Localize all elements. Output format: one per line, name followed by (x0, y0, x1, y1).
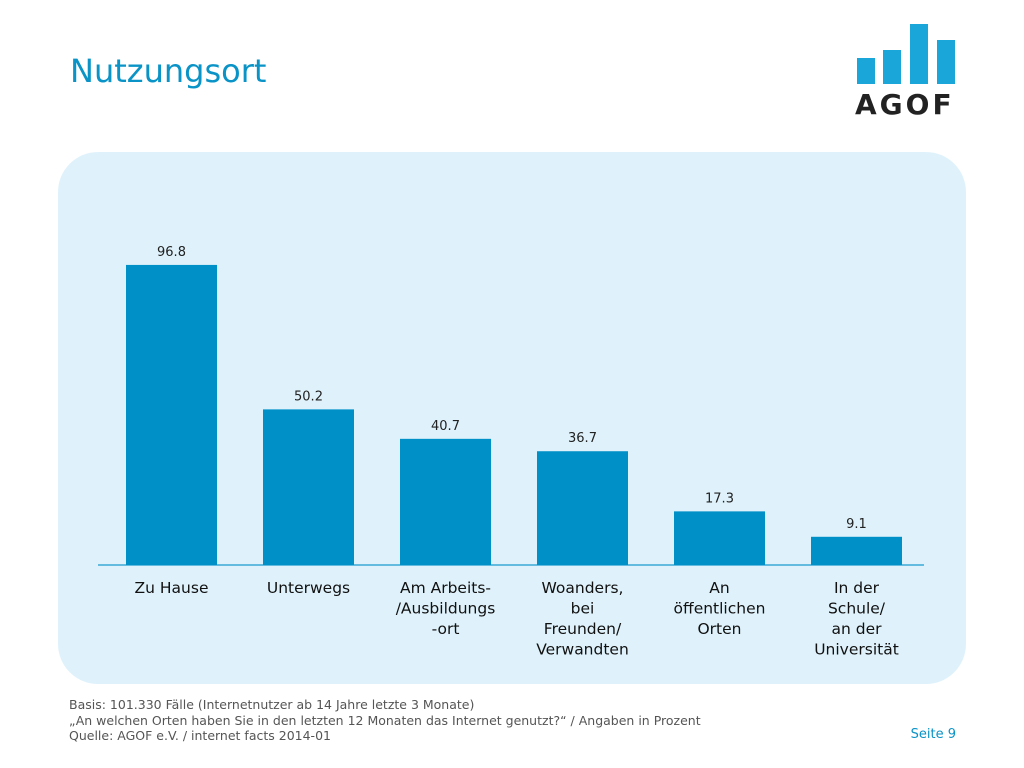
category-label-3: Woanders, bei Freunden/Verwandten (536, 579, 629, 659)
category-label-line: -ort (432, 620, 460, 638)
category-label-line: Woanders, (542, 579, 624, 597)
data-label-0: 96.8 (157, 245, 186, 260)
logo-bar-3 (910, 24, 928, 84)
category-label-line: an der (832, 620, 883, 638)
category-label-line: Schule/ (828, 600, 886, 618)
logo-bar-2 (883, 50, 901, 84)
logo-bar-4 (937, 40, 955, 84)
data-label-3: 36.7 (568, 431, 597, 446)
bar-5 (811, 536, 902, 565)
category-label-line: Universität (814, 641, 899, 659)
bar-0 (126, 264, 217, 565)
logo-bar-1 (857, 58, 875, 84)
footnote-basis: Basis: 101.330 Fälle (Internetnutzer ab … (69, 697, 475, 712)
category-label-line: bei (571, 600, 595, 618)
category-label-5: In der Schule/an der Universität (814, 579, 899, 659)
category-label-1: Unterwegs (267, 579, 350, 597)
category-label-line: In der (834, 579, 880, 597)
category-label-line: Verwandten (536, 641, 629, 659)
category-label-line: Freunden/ (544, 620, 622, 638)
logo-text: AGOF (855, 88, 955, 121)
data-label-5: 9.1 (846, 517, 867, 532)
bar-2 (400, 438, 491, 565)
category-label-line: /Ausbildungs (396, 600, 496, 618)
agof-logo: AGOF (855, 24, 957, 120)
category-label-line: Am Arbeits- (400, 579, 491, 597)
bar-chart: 96.8 Zu Hause 50.2 Unterwegs 40.7 Am Arbeits-… (98, 245, 924, 659)
page-title: Nutzungsort (70, 52, 267, 90)
category-label-line: Zu Hause (135, 579, 209, 597)
category-label-line: Orten (697, 620, 741, 638)
category-label-line: öffentlichen (674, 600, 766, 618)
data-label-2: 40.7 (431, 419, 460, 434)
page-number: Seite 9 (910, 727, 956, 742)
footnotes: Basis: 101.330 Fälle (Internetnutzer ab … (69, 697, 701, 744)
data-label-4: 17.3 (705, 491, 734, 506)
footnote-source: Quelle: AGOF e.V. / internet facts 2014-… (69, 728, 331, 743)
bar-4 (674, 511, 765, 565)
category-label-4: An öffentlichen Orten (674, 579, 766, 638)
category-label-0: Zu Hause (135, 579, 209, 597)
bar-1 (263, 409, 354, 565)
category-label-line: Unterwegs (267, 579, 350, 597)
data-label-1: 50.2 (294, 389, 323, 404)
footnote-question: „An welchen Orten haben Sie in den letzt… (69, 712, 701, 728)
category-label-2: Am Arbeits- /Ausbildungs -ort (396, 579, 496, 638)
bar-3 (537, 451, 628, 565)
category-label-line: An (709, 579, 729, 597)
